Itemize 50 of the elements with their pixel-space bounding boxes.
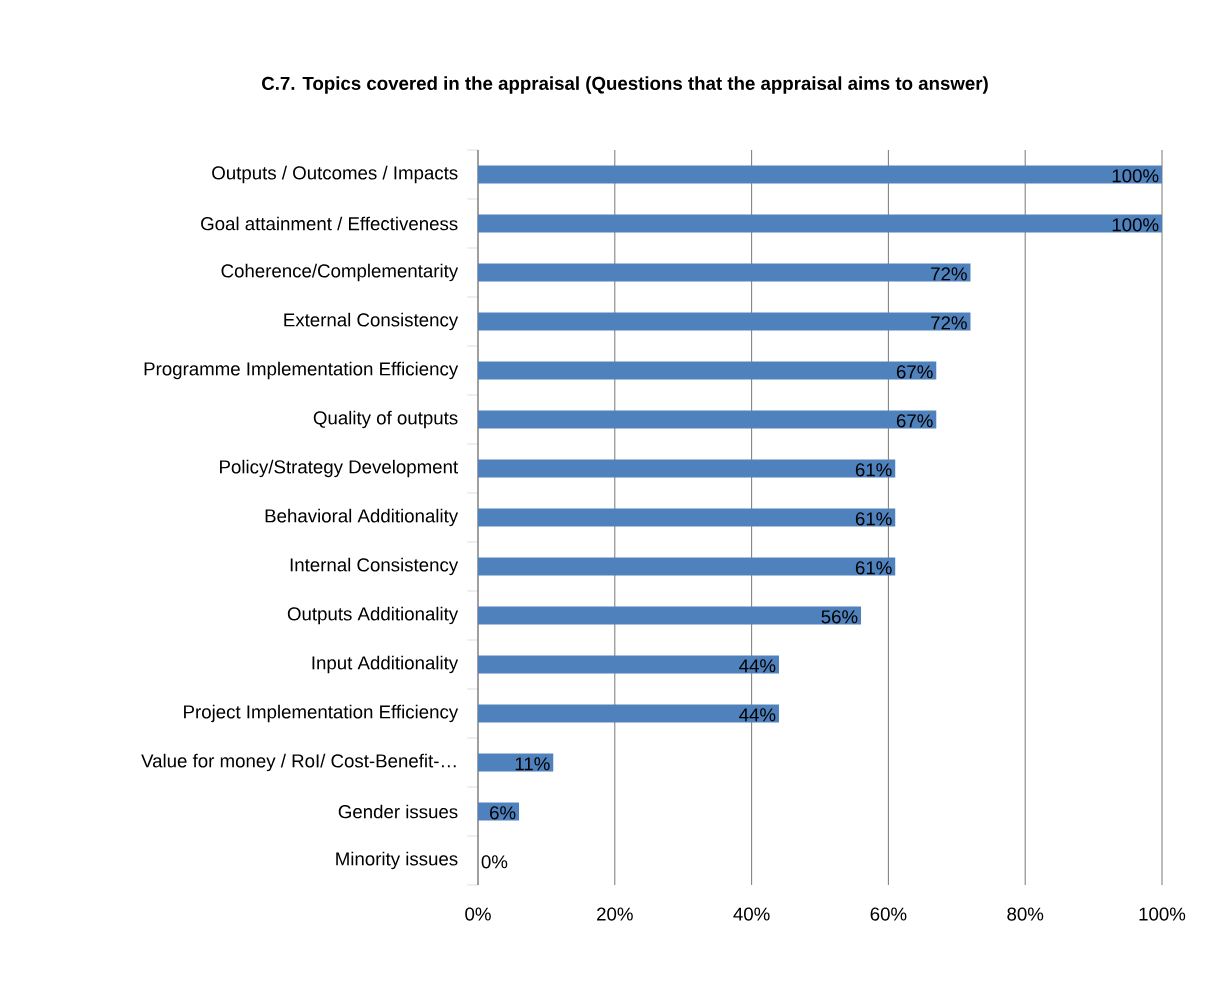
y-tick-label: Quality of outputs	[313, 410, 458, 429]
bar	[478, 557, 896, 576]
data-label: 61%	[855, 512, 892, 526]
x-tick-label: 40%	[733, 907, 770, 921]
y-tick-label: Project Implementation Efficiency	[184, 704, 459, 723]
y-tick-label: Behavioral Additionality	[265, 508, 459, 527]
bar	[478, 655, 779, 674]
x-tick-label: 100%	[1139, 907, 1186, 921]
y-tick-label: Input Additionality	[312, 655, 459, 674]
x-tick-label: 80%	[1007, 907, 1044, 921]
x-tick-label: 60%	[870, 907, 907, 921]
bar	[478, 312, 971, 331]
x-tick-label: 20%	[597, 907, 633, 921]
y-tick-label: Outputs / Outcomes / Impacts	[212, 165, 458, 184]
y-tick-label: Gender issues	[338, 804, 458, 819]
data-label: 67%	[896, 365, 933, 379]
bar	[478, 753, 554, 772]
y-tick-label: Value for money / RoI/ Cost-Benefit-…	[141, 753, 456, 772]
y-tick-label: Internal Consistency	[290, 557, 459, 576]
x-tick-label: 0%	[465, 907, 491, 921]
y-tick-label: Coherence/Complementarity	[221, 263, 459, 282]
data-label: 44%	[739, 659, 776, 673]
y-tick-label: Outputs Additionality	[287, 606, 459, 625]
data-label: 100%	[1112, 169, 1159, 183]
y-tick-label: Goal attainment / Effectiveness	[201, 216, 458, 231]
y-tick-label: Policy/Strategy Development	[220, 459, 459, 478]
data-label: 44%	[739, 708, 776, 722]
bar	[478, 361, 937, 380]
data-label: 11%	[515, 757, 550, 771]
data-label: 67%	[896, 414, 933, 428]
data-label: 56%	[821, 610, 858, 624]
bar	[478, 459, 896, 478]
bar	[478, 165, 1162, 184]
data-label: 61%	[855, 561, 892, 575]
data-label: 0%	[481, 855, 508, 869]
bar	[478, 263, 971, 282]
bar	[478, 704, 779, 723]
chart-title: C.7. Topics covered in the appraisal (Questions that the appraisal aims to answer)	[262, 76, 988, 94]
bar	[478, 606, 862, 625]
y-tick-label: External Consistency	[284, 312, 459, 331]
bar	[478, 410, 937, 429]
bar	[478, 508, 896, 527]
bar	[478, 214, 1162, 233]
data-label: 72%	[931, 316, 967, 330]
y-tick-label: Minority issues	[336, 851, 458, 870]
data-label: 61%	[855, 463, 892, 477]
y-tick-label: Programme Implementation Efficiency	[144, 361, 459, 380]
data-label: 72%	[931, 267, 967, 281]
data-label: 100%	[1112, 218, 1159, 232]
data-label: 6%	[490, 806, 516, 820]
